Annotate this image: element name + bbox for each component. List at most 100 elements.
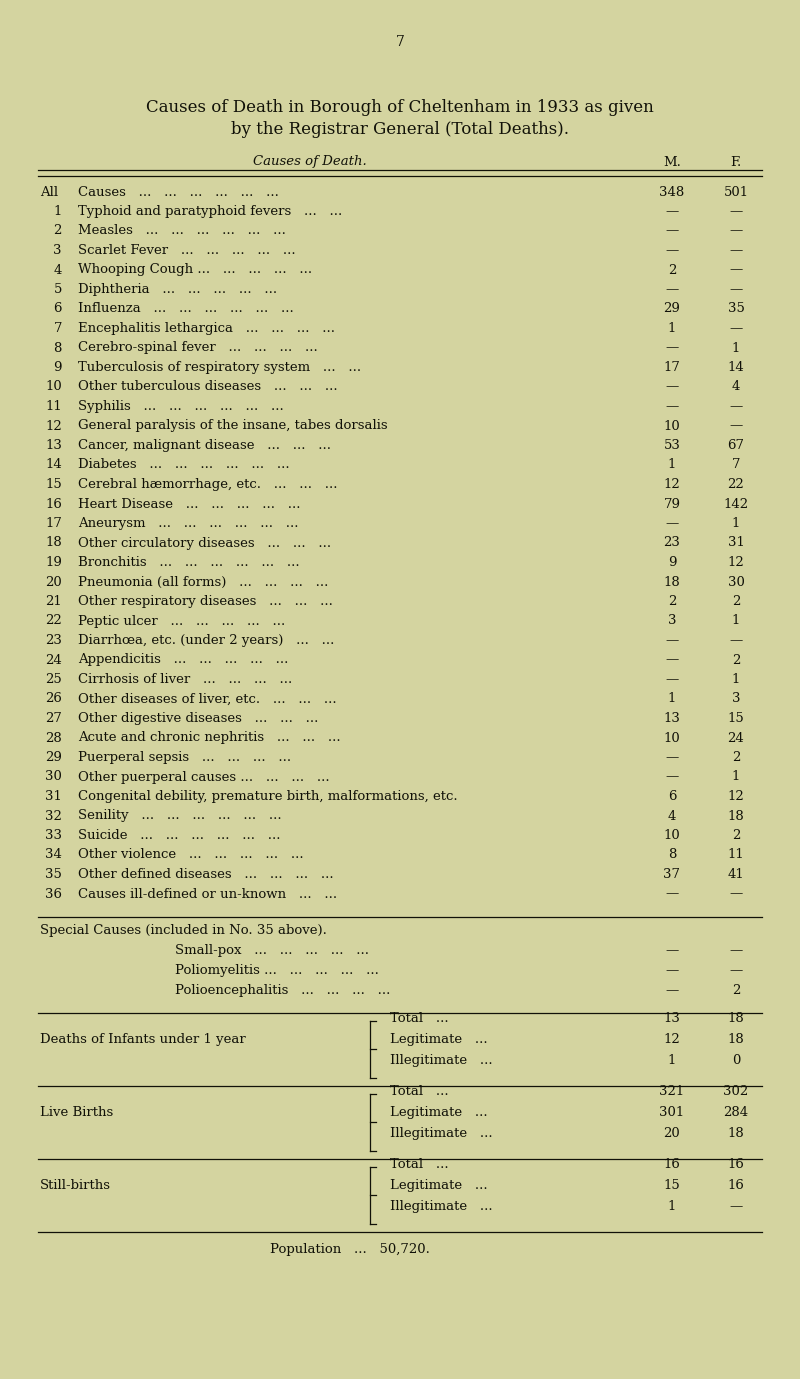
Text: 1: 1 [668, 692, 676, 706]
Text: 13: 13 [663, 1012, 681, 1025]
Text: Total   ...: Total ... [390, 1085, 449, 1098]
Text: Cerebral hæmorrhage, etc.   ...   ...   ...: Cerebral hæmorrhage, etc. ... ... ... [78, 479, 338, 491]
Text: —: — [730, 244, 742, 256]
Text: 10: 10 [46, 381, 62, 393]
Text: Senility   ...   ...   ...   ...   ...   ...: Senility ... ... ... ... ... ... [78, 809, 282, 822]
Text: 35: 35 [727, 302, 745, 316]
Text: Legitimate   ...: Legitimate ... [390, 1179, 488, 1191]
Text: 26: 26 [45, 692, 62, 706]
Text: Heart Disease   ...   ...   ...   ...   ...: Heart Disease ... ... ... ... ... [78, 498, 301, 510]
Text: Poliomyelitis ...   ...   ...   ...   ...: Poliomyelitis ... ... ... ... ... [175, 964, 379, 976]
Text: Other puerperal causes ...   ...   ...   ...: Other puerperal causes ... ... ... ... [78, 771, 330, 783]
Text: 7: 7 [732, 458, 740, 472]
Text: 13: 13 [663, 712, 681, 725]
Text: General paralysis of the insane, tabes dorsalis: General paralysis of the insane, tabes d… [78, 419, 388, 433]
Text: Whooping Cough ...   ...   ...   ...   ...: Whooping Cough ... ... ... ... ... [78, 263, 312, 277]
Text: 7: 7 [395, 34, 405, 50]
Text: 53: 53 [663, 439, 681, 452]
Text: 24: 24 [728, 731, 744, 745]
Text: Deaths of Infants under 1 year: Deaths of Infants under 1 year [40, 1033, 246, 1047]
Text: Peptic ulcer   ...   ...   ...   ...   ...: Peptic ulcer ... ... ... ... ... [78, 615, 286, 627]
Text: 20: 20 [46, 575, 62, 589]
Text: 15: 15 [46, 479, 62, 491]
Text: 15: 15 [728, 712, 744, 725]
Text: 18: 18 [728, 1012, 744, 1025]
Text: 2: 2 [732, 985, 740, 997]
Text: Diabetes   ...   ...   ...   ...   ...   ...: Diabetes ... ... ... ... ... ... [78, 458, 290, 472]
Text: Total   ...: Total ... [390, 1158, 449, 1171]
Text: —: — [666, 945, 678, 957]
Text: Other violence   ...   ...   ...   ...   ...: Other violence ... ... ... ... ... [78, 848, 304, 862]
Text: 1: 1 [668, 323, 676, 335]
Text: by the Registrar General (Total Deaths).: by the Registrar General (Total Deaths). [231, 121, 569, 138]
Text: 8: 8 [668, 848, 676, 862]
Text: —: — [666, 283, 678, 296]
Text: Influenza   ...   ...   ...   ...   ...   ...: Influenza ... ... ... ... ... ... [78, 302, 294, 316]
Text: 18: 18 [728, 809, 744, 822]
Text: 1: 1 [732, 673, 740, 685]
Text: Appendicitis   ...   ...   ...   ...   ...: Appendicitis ... ... ... ... ... [78, 654, 288, 666]
Text: 1: 1 [732, 615, 740, 627]
Text: 3: 3 [54, 244, 62, 256]
Text: —: — [666, 244, 678, 256]
Text: Aneurysm   ...   ...   ...   ...   ...   ...: Aneurysm ... ... ... ... ... ... [78, 517, 298, 530]
Text: —: — [666, 381, 678, 393]
Text: —: — [666, 225, 678, 237]
Text: 7: 7 [54, 323, 62, 335]
Text: 1: 1 [668, 1054, 676, 1067]
Text: 1: 1 [54, 205, 62, 218]
Text: 3: 3 [732, 692, 740, 706]
Text: 18: 18 [728, 1033, 744, 1047]
Text: 30: 30 [45, 771, 62, 783]
Text: 6: 6 [54, 302, 62, 316]
Text: 12: 12 [664, 479, 680, 491]
Text: 16: 16 [727, 1158, 745, 1171]
Text: 29: 29 [663, 302, 681, 316]
Text: F.: F. [730, 156, 742, 168]
Text: Other tuberculous diseases   ...   ...   ...: Other tuberculous diseases ... ... ... [78, 381, 338, 393]
Text: Total   ...: Total ... [390, 1012, 449, 1025]
Text: 22: 22 [46, 615, 62, 627]
Text: —: — [730, 205, 742, 218]
Text: Other defined diseases   ...   ...   ...   ...: Other defined diseases ... ... ... ... [78, 867, 334, 881]
Text: —: — [666, 400, 678, 412]
Text: 348: 348 [659, 186, 685, 199]
Text: 501: 501 [723, 186, 749, 199]
Text: 30: 30 [727, 575, 745, 589]
Text: 4: 4 [732, 381, 740, 393]
Text: 9: 9 [54, 361, 62, 374]
Text: 6: 6 [668, 790, 676, 803]
Text: All: All [40, 186, 58, 199]
Text: —: — [666, 342, 678, 354]
Text: —: — [666, 771, 678, 783]
Text: —: — [730, 888, 742, 900]
Text: 11: 11 [46, 400, 62, 412]
Text: Causes of Death in Borough of Cheltenham in 1933 as given: Causes of Death in Borough of Cheltenham… [146, 99, 654, 116]
Text: 31: 31 [45, 790, 62, 803]
Text: Causes   ...   ...   ...   ...   ...   ...: Causes ... ... ... ... ... ... [78, 186, 279, 199]
Text: Illegitimate   ...: Illegitimate ... [390, 1054, 493, 1067]
Text: —: — [666, 888, 678, 900]
Text: 31: 31 [727, 536, 745, 549]
Text: Puerperal sepsis   ...   ...   ...   ...: Puerperal sepsis ... ... ... ... [78, 752, 291, 764]
Text: 10: 10 [664, 829, 680, 843]
Text: 301: 301 [659, 1106, 685, 1118]
Text: 9: 9 [668, 556, 676, 570]
Text: —: — [666, 673, 678, 685]
Text: 1: 1 [668, 458, 676, 472]
Text: 19: 19 [45, 556, 62, 570]
Text: 321: 321 [659, 1085, 685, 1098]
Text: 79: 79 [663, 498, 681, 510]
Text: Typhoid and paratyphoid fevers   ...   ...: Typhoid and paratyphoid fevers ... ... [78, 205, 342, 218]
Text: —: — [730, 419, 742, 433]
Text: 10: 10 [664, 419, 680, 433]
Text: 0: 0 [732, 1054, 740, 1067]
Text: Syphilis   ...   ...   ...   ...   ...   ...: Syphilis ... ... ... ... ... ... [78, 400, 284, 412]
Text: Suicide   ...   ...   ...   ...   ...   ...: Suicide ... ... ... ... ... ... [78, 829, 281, 843]
Text: Illegitimate   ...: Illegitimate ... [390, 1127, 493, 1140]
Text: Illegitimate   ...: Illegitimate ... [390, 1200, 493, 1214]
Text: —: — [730, 945, 742, 957]
Text: Tuberculosis of respiratory system   ...   ...: Tuberculosis of respiratory system ... .… [78, 361, 361, 374]
Text: Scarlet Fever   ...   ...   ...   ...   ...: Scarlet Fever ... ... ... ... ... [78, 244, 296, 256]
Text: 2: 2 [732, 654, 740, 666]
